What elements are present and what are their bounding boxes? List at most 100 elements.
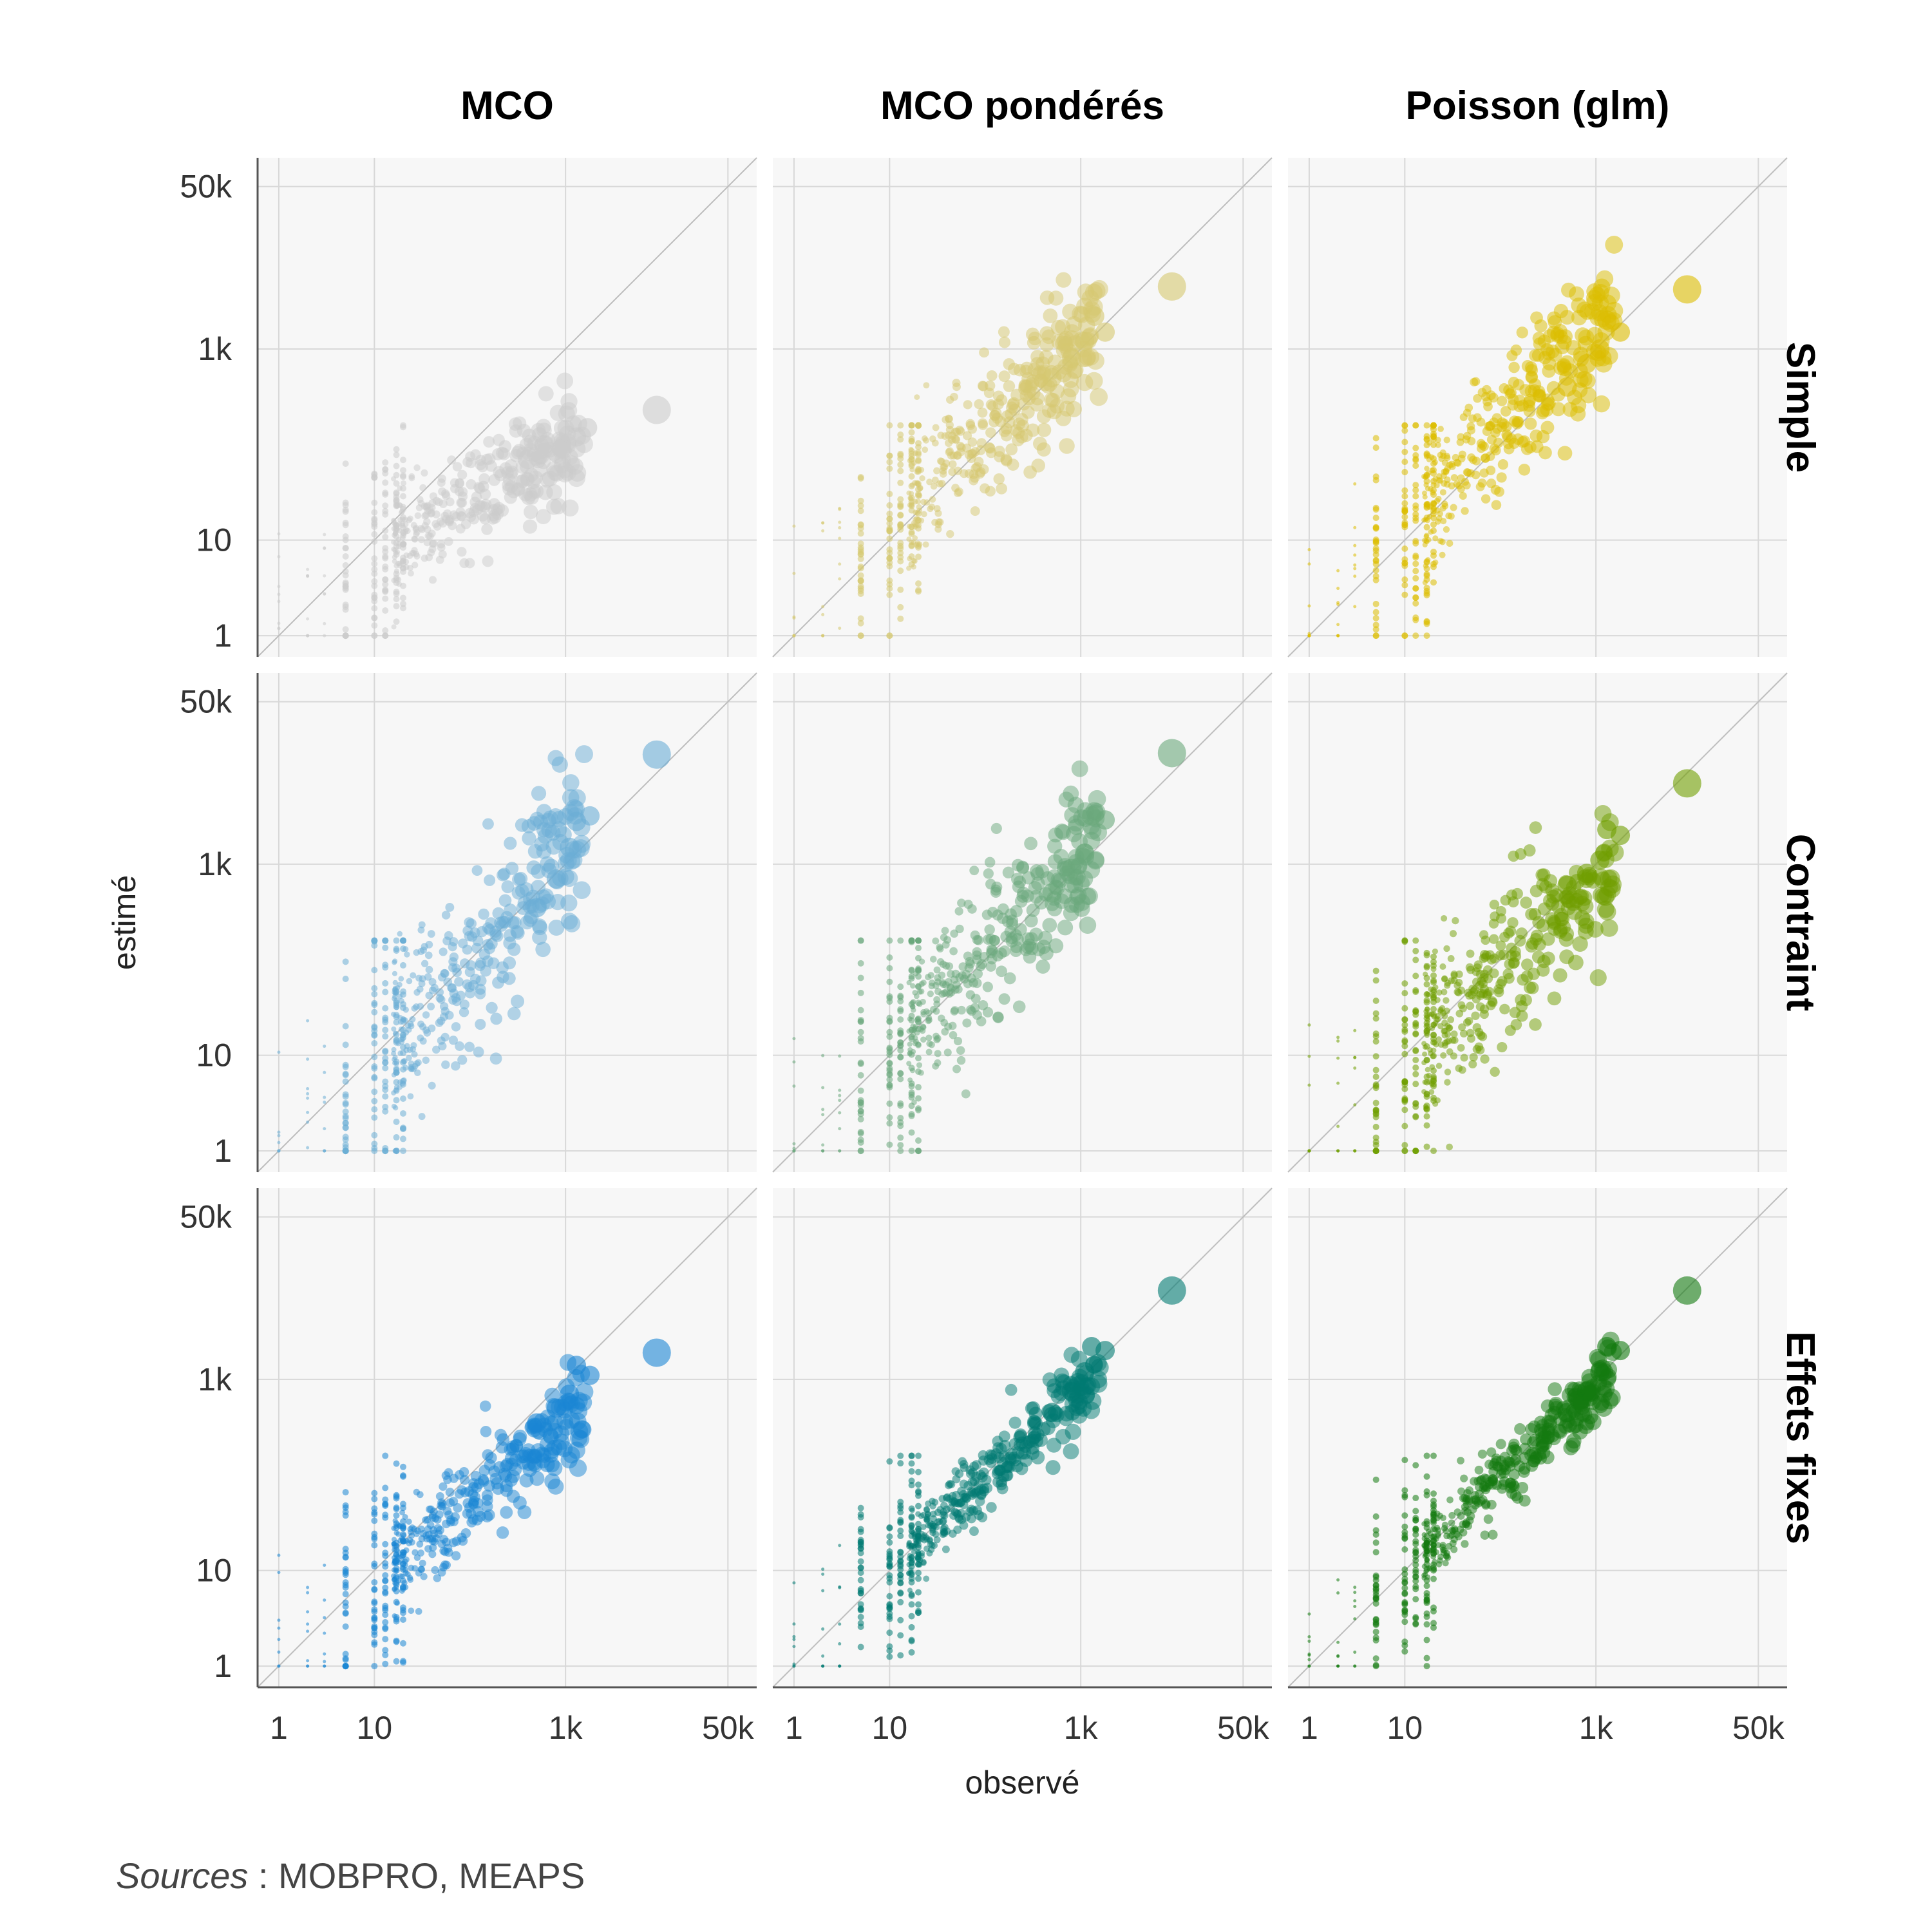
scatter-point — [342, 460, 349, 468]
scatter-point — [1412, 972, 1419, 980]
scatter-point — [1481, 1484, 1491, 1495]
scatter-point — [442, 1506, 452, 1516]
scatter-point — [941, 927, 949, 935]
scatter-point — [462, 944, 473, 955]
scatter-point — [489, 1052, 502, 1065]
scatter-point — [1423, 1113, 1430, 1120]
scatter-point — [563, 852, 581, 870]
scatter-point — [1576, 301, 1593, 318]
scatter-point — [987, 400, 998, 412]
scatter-point — [821, 634, 825, 638]
scatter-point — [886, 1065, 893, 1072]
scatter-point — [1001, 1470, 1013, 1482]
scatter-point — [549, 894, 566, 911]
scatter-point — [897, 1632, 904, 1639]
scatter-point — [500, 1506, 513, 1519]
scatter-point — [382, 581, 389, 588]
y-tick-label: 50k — [180, 169, 232, 205]
scatter-point — [1455, 1065, 1463, 1072]
scatter-point — [1432, 948, 1438, 954]
scatter-point — [393, 590, 400, 597]
scatter-point — [1353, 1664, 1357, 1668]
scatter-point — [323, 1101, 327, 1104]
scatter-point — [391, 1026, 397, 1032]
scatter-point — [1429, 467, 1435, 473]
scatter-point — [277, 1638, 281, 1642]
scatter-point — [1412, 487, 1419, 494]
scatter-point — [1423, 1599, 1430, 1606]
scatter-point — [908, 473, 915, 480]
scatter-point — [393, 937, 400, 944]
scatter-point — [1425, 1017, 1431, 1023]
scatter-point — [986, 944, 998, 955]
scatter-point — [371, 531, 378, 538]
scatter-point — [991, 1468, 1003, 1479]
scatter-point — [547, 750, 564, 766]
scatter-point — [1430, 548, 1437, 555]
scatter-point — [1412, 1549, 1419, 1557]
scatter-point — [1307, 1054, 1311, 1058]
scatter-point — [400, 1135, 407, 1142]
scatter-point — [1461, 1540, 1469, 1548]
scatter-point — [917, 486, 923, 492]
scatter-point — [897, 1532, 904, 1539]
scatter-point — [371, 1074, 378, 1081]
scatter-point — [395, 544, 402, 550]
scatter-point — [1412, 1573, 1419, 1580]
scatter-point — [482, 1449, 494, 1461]
scatter-point — [1353, 1617, 1357, 1621]
scatter-point — [897, 1075, 904, 1083]
scatter-point — [306, 1092, 310, 1095]
scatter-point — [915, 945, 922, 952]
scatter-point — [1428, 986, 1434, 992]
scatter-point — [1513, 401, 1526, 413]
scatter-point — [897, 436, 904, 443]
scatter-point — [382, 1501, 389, 1508]
scatter-point — [911, 564, 916, 570]
scatter-point — [925, 1522, 932, 1529]
scatter-point — [427, 930, 435, 938]
scatter-point — [400, 961, 407, 969]
scatter-point — [1307, 1639, 1311, 1643]
scatter-point — [406, 978, 413, 985]
scatter-point — [908, 1613, 915, 1620]
scatter-point — [488, 1465, 500, 1478]
scatter-point — [1353, 1586, 1357, 1589]
scatter-point — [1461, 507, 1469, 515]
x-tick-label: 50k — [702, 1710, 755, 1746]
scatter-point — [897, 1652, 904, 1659]
scatter-point — [1401, 1535, 1408, 1542]
scatter-point — [488, 498, 500, 510]
scatter-point — [916, 493, 923, 499]
scatter-point — [400, 1080, 406, 1086]
scatter-point — [1030, 391, 1045, 406]
scatter-point — [1336, 1124, 1340, 1128]
scatter-point — [342, 1610, 349, 1617]
scatter-point — [400, 493, 407, 500]
scatter-point — [1472, 978, 1481, 987]
scatter-point — [838, 1149, 842, 1153]
scatter-point — [497, 1433, 510, 1446]
scatter-point — [1401, 1142, 1408, 1149]
scatter-point-highlight — [642, 1338, 671, 1367]
scatter-point — [897, 1589, 904, 1596]
scatter-point — [1336, 1640, 1340, 1644]
scatter-point — [1336, 623, 1340, 627]
scatter-point — [425, 940, 433, 949]
scatter-point — [925, 1511, 932, 1518]
scatter-point — [1003, 972, 1016, 985]
scatter-point — [425, 991, 433, 999]
scatter-point — [382, 1619, 389, 1626]
scatter-point — [857, 1035, 864, 1042]
scatter-point — [393, 1019, 400, 1026]
scatter-point — [531, 918, 547, 934]
scatter-point — [1430, 1452, 1437, 1459]
scatter-point — [1432, 1020, 1439, 1027]
scatter-point — [960, 1463, 969, 1472]
scatter-point — [535, 509, 551, 525]
scatter-point — [857, 1545, 864, 1552]
y-tick-label: 10 — [196, 1553, 232, 1589]
scatter-point — [906, 490, 912, 496]
scatter-point — [897, 567, 904, 574]
scatter-point — [906, 524, 913, 529]
